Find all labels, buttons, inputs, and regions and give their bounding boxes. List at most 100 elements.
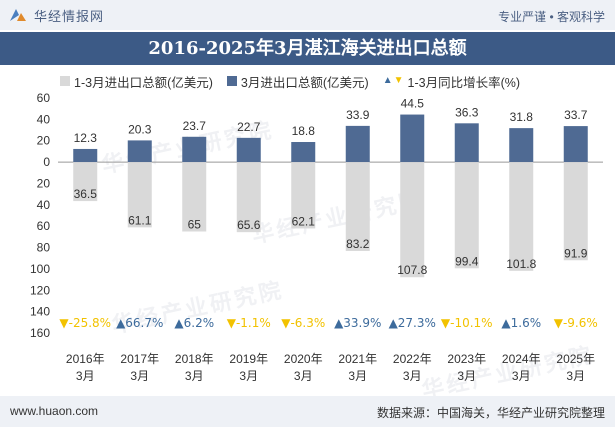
growth-label-up: ▲6.2% — [174, 316, 214, 330]
footer-bar: www.huaon.com 数据来源：中国海关，华经产业研究院整理 — [0, 396, 615, 427]
x-tick-label-month: 3月 — [512, 369, 531, 383]
data-label-q1: 107.8 — [397, 263, 427, 277]
bar-q1 — [345, 162, 370, 251]
growth-label-down: ▼-10.1% — [441, 316, 493, 330]
y-tick-label: 20 — [37, 176, 51, 190]
chart-legend: 1-3月进出口总额(亿美元) 3月进出口总额(亿美元) ▲ ▼ 1-3月同比增长… — [60, 72, 534, 90]
y-tick-label: 120 — [30, 283, 50, 297]
logo-icon — [10, 9, 26, 21]
y-tick-label: 40 — [37, 112, 51, 126]
data-label-march: 12.3 — [74, 131, 98, 145]
y-tick-label: 140 — [30, 305, 50, 319]
legend-label-q1: 1-3月进出口总额(亿美元) — [74, 75, 213, 90]
bar-q1 — [182, 162, 207, 232]
data-label-q1: 83.2 — [346, 237, 370, 251]
legend-swatch-q1 — [60, 76, 70, 86]
legend-swatch-march — [226, 76, 237, 86]
data-label-q1: 65 — [188, 218, 202, 232]
bar-march — [73, 148, 98, 163]
bar-q1 — [454, 162, 479, 269]
x-tick-label-year: 2016年 — [66, 352, 105, 366]
data-label-q1: 99.4 — [455, 254, 479, 268]
y-tick-label: 0 — [43, 155, 50, 169]
growth-label-down: ▼-25.8% — [59, 316, 111, 330]
triangle-down-icon: ▼ — [393, 75, 404, 86]
data-label-march: 22.7 — [237, 120, 261, 134]
bar-march — [509, 128, 534, 163]
footer-website: www.huaon.com — [10, 404, 99, 418]
x-tick-label-year: 2022年 — [393, 352, 432, 366]
footer-source: 数据来源：中国海关，华经产业研究院整理 — [376, 406, 605, 420]
x-tick-label-year: 2017年 — [120, 352, 159, 366]
growth-label-up: ▲1.6% — [501, 316, 541, 330]
data-label-q1: 36.5 — [74, 187, 98, 201]
growth-label-up: ▲33.9% — [334, 316, 381, 330]
x-tick-label-month: 3月 — [239, 369, 258, 383]
legend-item-march: 3月进出口总额(亿美元) — [226, 72, 369, 91]
bar-q1 — [236, 162, 261, 233]
x-tick-label-month: 3月 — [76, 369, 95, 383]
x-tick-label-year: 2025年 — [556, 352, 595, 366]
chart-title: 2016-2025年3月湛江海关进出口总额 — [0, 32, 615, 65]
growth-label-up: ▲66.7% — [116, 316, 163, 330]
legend-label-march: 3月进出口总额(亿美元) — [240, 75, 369, 90]
data-label-q1: 61.1 — [128, 213, 152, 227]
x-tick-label-year: 2019年 — [229, 352, 268, 366]
bar-q1 — [127, 162, 152, 228]
data-label-q1: 65.6 — [237, 218, 261, 232]
triangle-up-icon: ▲ — [382, 75, 393, 86]
bar-march — [182, 136, 207, 163]
y-tick-label: 60 — [37, 219, 51, 233]
bar-march — [563, 126, 588, 163]
y-tick-label: 80 — [37, 241, 51, 255]
y-tick-label: 20 — [37, 134, 51, 148]
x-tick-label-year: 2021年 — [338, 352, 377, 366]
data-label-march: 44.5 — [401, 97, 425, 111]
bar-march — [127, 140, 152, 163]
bar-march — [291, 142, 316, 163]
tagline: 专业严谨 • 客观科学 — [498, 10, 605, 24]
data-label-march: 31.8 — [510, 110, 534, 124]
bar-march — [400, 114, 425, 163]
data-label-march: 33.7 — [564, 108, 588, 122]
top-bar: 华经情报网 专业严谨 • 客观科学 — [0, 0, 615, 30]
legend-item-growth: ▲ ▼ 1-3月同比增长率(%) — [383, 72, 520, 91]
growth-label-down: ▼-6.3% — [281, 316, 325, 330]
x-tick-label-month: 3月 — [130, 369, 149, 383]
brand-logo: 华经情报网 — [8, 7, 105, 24]
bar-q1 — [400, 162, 425, 278]
x-tick-label-month: 3月 — [566, 369, 585, 383]
bar-q1 — [563, 162, 588, 261]
data-label-march: 33.9 — [346, 108, 370, 122]
x-tick-label-year: 2023年 — [447, 352, 486, 366]
bar-march — [236, 137, 261, 163]
growth-label-down: ▼-1.1% — [227, 316, 271, 330]
x-tick-label-year: 2018年 — [175, 352, 214, 366]
x-tick-label-year: 2020年 — [284, 352, 323, 366]
data-label-march: 36.3 — [455, 105, 479, 119]
data-label-q1: 91.9 — [564, 246, 588, 260]
y-tick-label: 160 — [30, 326, 50, 340]
x-tick-label-month: 3月 — [294, 369, 313, 383]
y-tick-label: 100 — [30, 262, 50, 276]
bar-march — [454, 123, 479, 163]
x-tick-label-month: 3月 — [348, 369, 367, 383]
data-label-march: 20.3 — [128, 122, 152, 136]
growth-label-up: ▲27.3% — [389, 316, 436, 330]
growth-label-down: ▼-9.6% — [554, 316, 598, 330]
x-tick-label-month: 3月 — [403, 369, 422, 383]
legend-label-growth: 1-3月同比增长率(%) — [407, 75, 521, 90]
data-label-march: 18.8 — [292, 124, 316, 138]
y-tick-label: 40 — [37, 198, 51, 212]
data-label-march: 23.7 — [183, 119, 207, 133]
y-tick-label: 60 — [37, 91, 51, 105]
bar-chart: 60 40 20 0 20 40 60 80 100 120 140 160 12.3 36.5 ▼-25.… — [30, 91, 603, 383]
bar-q1 — [73, 162, 98, 202]
brand-name: 华经情报网 — [34, 8, 105, 24]
bar-march — [345, 125, 370, 163]
legend-item-q1: 1-3月进出口总额(亿美元) — [60, 72, 213, 91]
bar-q1 — [509, 162, 534, 271]
data-label-q1: 101.8 — [506, 257, 536, 271]
x-tick-label-year: 2024年 — [502, 352, 541, 366]
x-tick-label-month: 3月 — [185, 369, 204, 383]
